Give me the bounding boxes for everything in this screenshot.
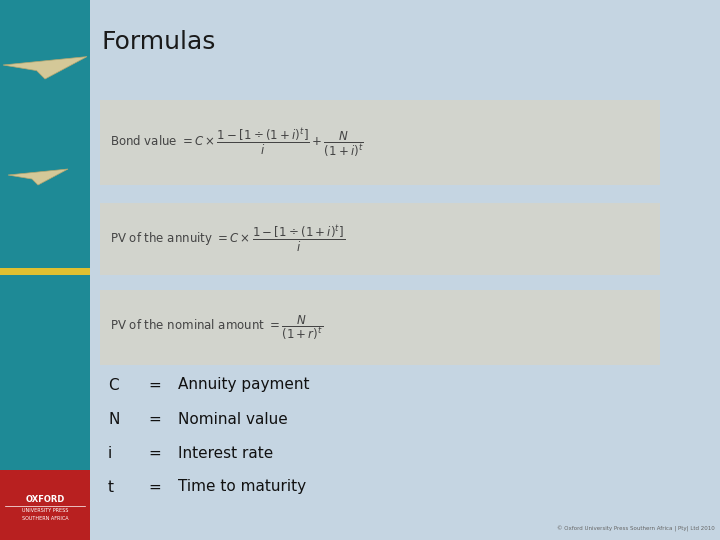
Bar xyxy=(100,203,660,275)
Text: Formulas: Formulas xyxy=(102,30,217,54)
Text: i: i xyxy=(108,446,112,461)
Text: =: = xyxy=(148,411,161,427)
Bar xyxy=(0,268,90,275)
Text: OXFORD: OXFORD xyxy=(25,496,65,504)
Bar xyxy=(100,100,660,185)
Text: Interest rate: Interest rate xyxy=(178,446,274,461)
Text: N: N xyxy=(108,411,120,427)
Text: =: = xyxy=(148,377,161,393)
Polygon shape xyxy=(8,169,68,185)
Text: Annuity payment: Annuity payment xyxy=(178,377,310,393)
Text: C: C xyxy=(108,377,119,393)
Text: © Oxford University Press Southern Africa | Pty| Ltd 2010: © Oxford University Press Southern Afric… xyxy=(557,526,715,532)
Text: PV of the annuity $= C \times \dfrac{1 - [1 \div (1+i)^t]}{i}$: PV of the annuity $= C \times \dfrac{1 -… xyxy=(110,224,345,254)
Text: Nominal value: Nominal value xyxy=(178,411,288,427)
Text: =: = xyxy=(148,480,161,495)
Polygon shape xyxy=(3,57,87,79)
Text: Bond value $= C \times \dfrac{1-[1 \div (1+i)^t]}{i} + \dfrac{N}{(1+i)^t}$: Bond value $= C \times \dfrac{1-[1 \div … xyxy=(110,126,364,159)
Text: =: = xyxy=(148,446,161,461)
Text: PV of the nominal amount $= \dfrac{N}{(1+r)^t}$: PV of the nominal amount $= \dfrac{N}{(1… xyxy=(110,313,323,342)
Bar xyxy=(0,470,90,540)
Text: t: t xyxy=(108,480,114,495)
Text: Time to maturity: Time to maturity xyxy=(178,480,306,495)
Text: UNIVERSITY PRESS: UNIVERSITY PRESS xyxy=(22,508,68,512)
Text: SOUTHERN AFRICA: SOUTHERN AFRICA xyxy=(22,516,68,521)
Bar xyxy=(0,0,90,540)
Bar xyxy=(100,290,660,365)
